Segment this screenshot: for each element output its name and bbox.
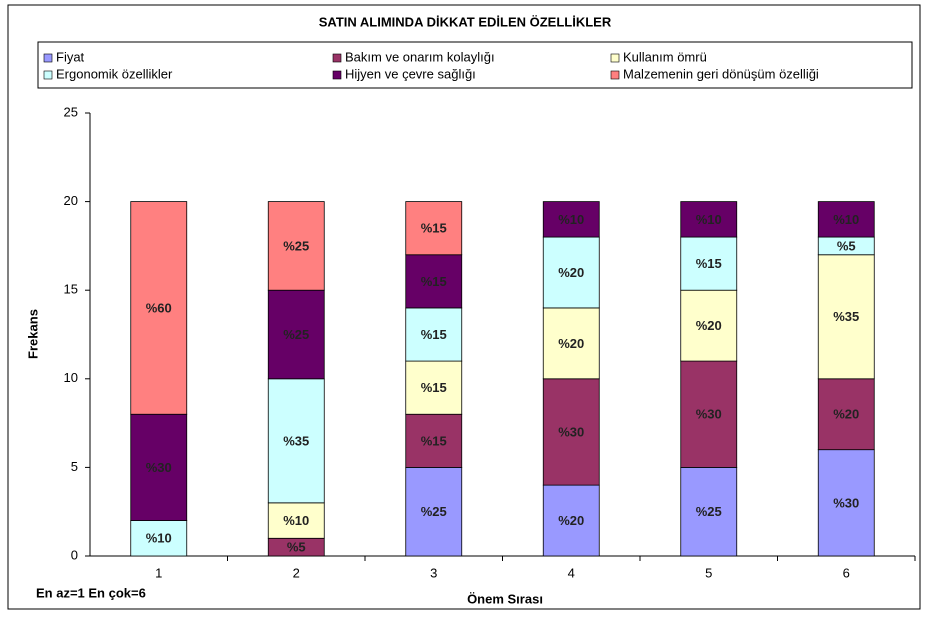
bar-segment	[542, 201, 600, 238]
y-tick-label: 0	[71, 547, 78, 562]
bar-segment	[542, 484, 600, 557]
value-label: %10	[146, 531, 172, 546]
bar-segment	[405, 254, 463, 309]
value-label: %30	[558, 424, 584, 439]
chart-title: SATIN ALIMINDA DİKKAT EDİLEN ÖZELLİKLER	[319, 14, 612, 29]
annotation: En az=1 En çok=6	[36, 585, 146, 600]
bar-segment	[405, 413, 463, 468]
x-axis-label: Önem Sırası	[467, 591, 543, 606]
value-label: %25	[283, 238, 309, 253]
legend-swatch	[332, 53, 342, 63]
legend-label: Hijyen ve çevre sağlığı	[345, 66, 476, 81]
y-tick-label: 15	[64, 282, 78, 297]
legend-swatch	[43, 70, 53, 80]
bar-segment	[680, 201, 738, 238]
bar-segment	[267, 289, 325, 380]
bar-segment	[680, 466, 738, 557]
value-label: %35	[833, 309, 859, 324]
value-label: %20	[558, 265, 584, 280]
bar-segment	[680, 360, 738, 468]
value-label: %20	[833, 407, 859, 422]
value-label: %10	[283, 513, 309, 528]
value-label: %20	[558, 513, 584, 528]
value-label: %15	[421, 327, 447, 342]
x-tick-label: 1	[155, 565, 162, 580]
x-tick-label: 5	[705, 565, 712, 580]
x-tick-label: 3	[430, 565, 437, 580]
legend-swatch	[332, 70, 342, 80]
legend-label: Fiyat	[56, 49, 85, 64]
y-tick-label: 25	[64, 104, 78, 119]
bar-segment	[405, 307, 463, 362]
legend-box	[37, 41, 913, 89]
bar-segment	[130, 413, 188, 521]
bar-segment	[817, 378, 875, 451]
x-tick-label: 6	[843, 565, 850, 580]
y-axis-label: Frekans	[25, 309, 40, 359]
legend-swatch	[610, 53, 620, 63]
bar-segment	[542, 236, 600, 309]
value-label: %15	[421, 380, 447, 395]
value-label: %25	[421, 504, 447, 519]
legend-label: Kullanım ömrü	[623, 49, 707, 64]
bar-segment	[267, 378, 325, 504]
bar-segment	[680, 289, 738, 362]
bar-segment	[817, 201, 875, 238]
bar-segment	[267, 502, 325, 539]
legend-swatch	[610, 70, 620, 80]
value-label: %15	[421, 274, 447, 289]
value-label: %10	[558, 212, 584, 227]
value-label: %25	[696, 504, 722, 519]
value-label: %5	[287, 540, 306, 555]
x-tick-label: 4	[568, 565, 575, 580]
value-label: %15	[421, 433, 447, 448]
value-label: %60	[146, 300, 172, 315]
value-label: %25	[283, 327, 309, 342]
bar-segment	[267, 201, 325, 291]
value-label: %15	[696, 256, 722, 271]
value-label: %15	[421, 221, 447, 236]
value-label: %10	[696, 212, 722, 227]
bar-segment	[405, 360, 463, 415]
legend-label: Malzemenin geri dönüşüm özelliği	[623, 66, 819, 81]
legend-label: Ergonomik özellikler	[56, 66, 173, 81]
legend-label: Bakım ve onarım kolaylığı	[345, 49, 495, 64]
bar-segment	[405, 466, 463, 557]
y-tick-label: 20	[64, 193, 78, 208]
x-tick-label: 2	[293, 565, 300, 580]
value-label: %20	[558, 336, 584, 351]
value-label: %30	[146, 460, 172, 475]
bar-segment	[542, 378, 600, 486]
y-tick-label: 5	[71, 459, 78, 474]
value-label: %5	[837, 238, 856, 253]
bar-segment	[542, 307, 600, 380]
value-label: %20	[696, 318, 722, 333]
legend-swatch	[43, 53, 53, 63]
bar-segment	[130, 201, 188, 415]
value-label: %10	[833, 212, 859, 227]
y-tick-label: 10	[64, 370, 78, 385]
value-label: %30	[696, 407, 722, 422]
value-label: %35	[283, 433, 309, 448]
value-label: %30	[833, 495, 859, 510]
bar-segment	[405, 201, 463, 256]
